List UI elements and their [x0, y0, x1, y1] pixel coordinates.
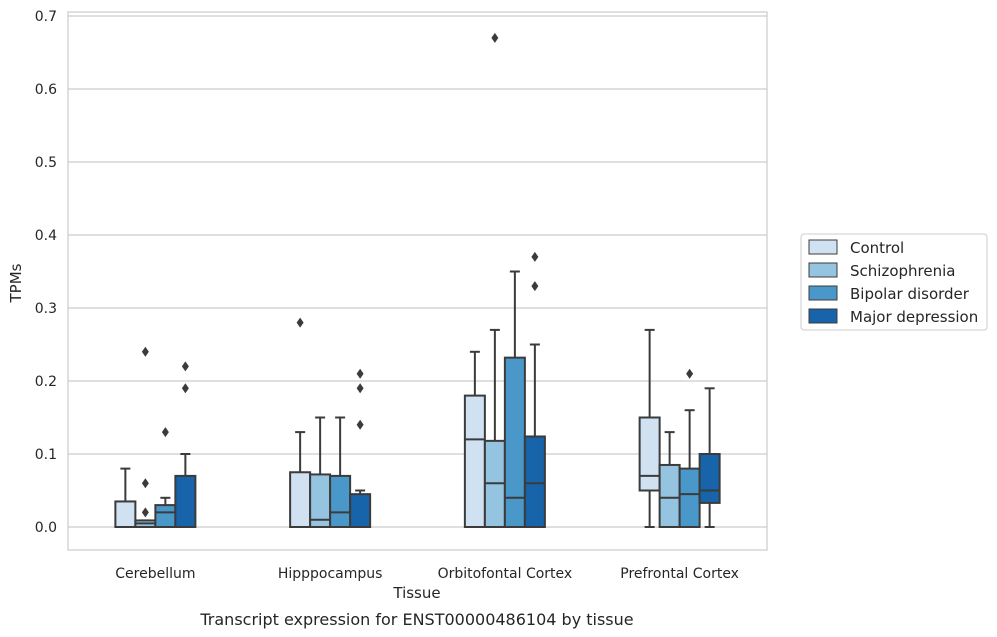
- outlier-point: [181, 361, 189, 372]
- legend-swatch: [808, 262, 838, 278]
- box-body: [503, 356, 526, 529]
- box: [678, 368, 701, 529]
- box: [638, 328, 661, 528]
- x-axis-title: Tissue: [392, 584, 440, 602]
- y-tick-label: 0.3: [35, 301, 57, 317]
- legend-label: Control: [850, 239, 904, 257]
- box-body: [154, 504, 177, 529]
- y-tick-label: 0.1: [35, 447, 57, 463]
- box-body: [658, 463, 681, 529]
- outlier-point: [296, 317, 304, 328]
- legend-frame: [800, 233, 988, 331]
- box-body: [349, 493, 372, 528]
- outlier-point: [686, 368, 694, 379]
- y-tick-label: 0.5: [35, 155, 57, 171]
- box-series: [114, 32, 721, 529]
- y-tick-label: 0.2: [35, 374, 57, 390]
- box-body: [329, 474, 352, 528]
- box: [174, 361, 197, 528]
- box: [114, 467, 137, 529]
- legend-swatch: [808, 285, 838, 301]
- box: [523, 251, 546, 529]
- legend-label: Bipolar disorder: [850, 285, 970, 303]
- box: [698, 387, 721, 528]
- series-schizophrenia: [134, 32, 681, 529]
- outlier-point: [356, 368, 364, 379]
- y-tick-label: 0.4: [35, 228, 57, 244]
- outlier-point: [141, 507, 149, 518]
- y-tick-label: 0.7: [35, 9, 57, 25]
- y-axis-ticks: 0.0 0.1 0.2 0.3 0.4 0.5 0.6 0.7: [35, 9, 57, 536]
- box-body: [678, 467, 701, 529]
- series-major-depression: [174, 251, 721, 529]
- outlier-point: [181, 383, 189, 394]
- box-body: [523, 435, 546, 529]
- box-body: [698, 453, 721, 504]
- legend-label: Major depression: [850, 308, 978, 326]
- box: [329, 416, 352, 528]
- outlier-point: [161, 427, 169, 438]
- outlier-point: [491, 32, 499, 43]
- legend-label: Schizophrenia: [850, 262, 955, 280]
- outlier-point: [141, 346, 149, 357]
- series-bipolar-disorder: [154, 270, 701, 529]
- legend-swatch: [808, 308, 838, 324]
- outlier-point: [531, 251, 539, 262]
- y-tick-label: 0.6: [35, 82, 57, 98]
- box-body: [638, 416, 661, 492]
- chart-caption: Transcript expression for ENST0000048610…: [199, 610, 633, 629]
- outlier-point: [356, 383, 364, 394]
- legend: Control Schizophrenia Bipolar disorder Majo…: [800, 233, 988, 331]
- box: [154, 427, 177, 529]
- outlier-point: [141, 478, 149, 489]
- outlier-point: [356, 419, 364, 430]
- box-body: [174, 474, 197, 528]
- y-tick-label: 0.0: [35, 520, 57, 536]
- box: [349, 368, 372, 528]
- outlier-point: [531, 281, 539, 292]
- box-body: [114, 500, 137, 529]
- x-tick-label: Orbitofontal Cortex: [438, 566, 573, 582]
- box-body: [289, 471, 312, 528]
- x-tick-label: Hipppocampus: [278, 566, 383, 582]
- x-tick-label: Cerebellum: [115, 566, 195, 582]
- box: [658, 431, 681, 529]
- legend-swatch: [808, 239, 838, 255]
- x-axis-ticks: Cerebellum Hipppocampus Orbitofontal Corte…: [115, 566, 739, 582]
- box-body: [463, 394, 486, 528]
- y-axis-title: TPMs: [7, 263, 25, 303]
- x-tick-label: Prefrontal Cortex: [620, 566, 739, 582]
